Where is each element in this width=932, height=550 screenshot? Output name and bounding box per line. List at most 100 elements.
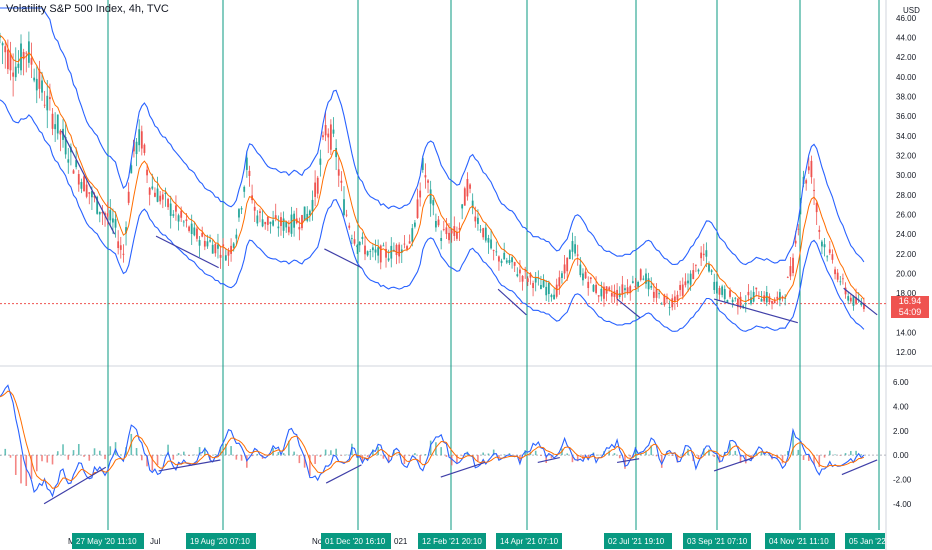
histogram-bar bbox=[629, 455, 632, 457]
candle-body bbox=[723, 289, 726, 300]
oscillator-trendline bbox=[325, 464, 362, 484]
candle-body bbox=[130, 165, 133, 174]
oscillator-trendline bbox=[841, 459, 878, 476]
candle-body bbox=[492, 250, 495, 251]
histogram-bar bbox=[855, 450, 857, 456]
candle-body bbox=[760, 298, 763, 302]
histogram-bar bbox=[88, 455, 91, 461]
candle-body bbox=[482, 228, 485, 238]
candle-body bbox=[547, 282, 550, 295]
candle-body bbox=[224, 255, 227, 261]
date-tag bbox=[683, 533, 751, 549]
histogram-bar bbox=[288, 440, 290, 456]
candle-body bbox=[839, 281, 842, 283]
candle-body bbox=[432, 200, 435, 206]
histogram-bar bbox=[860, 454, 863, 456]
candle-body bbox=[0, 35, 1, 38]
candle-body bbox=[852, 295, 855, 306]
candle-body bbox=[831, 254, 834, 260]
price-tick-label: 34.00 bbox=[896, 132, 917, 141]
candle-body bbox=[705, 250, 708, 257]
candle-body bbox=[498, 256, 500, 262]
candle-body bbox=[308, 210, 311, 216]
candle-body bbox=[568, 250, 571, 260]
candle-body bbox=[810, 160, 813, 178]
candle-body bbox=[813, 189, 815, 192]
histogram-bar bbox=[177, 453, 180, 456]
histogram-bar bbox=[708, 449, 710, 456]
candle-body bbox=[35, 78, 38, 91]
price-tick-label: 46.00 bbox=[896, 14, 917, 23]
histogram-bar bbox=[697, 455, 700, 459]
candle-body bbox=[815, 202, 818, 213]
histogram-bar bbox=[372, 449, 374, 456]
histogram-bar bbox=[482, 452, 484, 456]
histogram-bar bbox=[119, 454, 122, 456]
candle-body bbox=[639, 269, 642, 280]
candle-body bbox=[618, 293, 621, 297]
histogram-bar bbox=[62, 444, 64, 456]
candle-body bbox=[127, 191, 130, 203]
histogram-bar bbox=[650, 445, 653, 456]
candle-body bbox=[6, 49, 9, 70]
lower-band-line bbox=[0, 99, 865, 332]
histogram-bar bbox=[508, 453, 511, 456]
candle-body bbox=[469, 184, 471, 189]
candle-body bbox=[322, 135, 324, 138]
candle-body bbox=[54, 124, 57, 130]
candle-body bbox=[390, 245, 393, 259]
candle-body bbox=[505, 260, 508, 263]
candle-body bbox=[350, 238, 353, 239]
candle-body bbox=[414, 222, 416, 227]
last-price-value: 16.94 bbox=[898, 296, 922, 306]
histogram-bar bbox=[324, 449, 327, 456]
candle-body bbox=[91, 190, 93, 198]
histogram-bar bbox=[445, 455, 448, 457]
candle-body bbox=[88, 192, 91, 194]
histogram-bar bbox=[498, 455, 500, 458]
histogram-bar bbox=[309, 455, 311, 476]
candle-body bbox=[33, 77, 36, 81]
candle-body bbox=[579, 264, 582, 276]
candle-body bbox=[419, 190, 422, 198]
candle-body bbox=[293, 213, 296, 228]
candle-body bbox=[603, 286, 605, 299]
candle-body bbox=[435, 220, 437, 228]
histogram-bar bbox=[340, 455, 343, 456]
histogram-bar bbox=[818, 455, 821, 468]
price-tick-label: 18.00 bbox=[896, 289, 917, 298]
candle-body bbox=[736, 298, 739, 308]
candle-body bbox=[429, 189, 432, 204]
candle-body bbox=[1, 43, 4, 46]
candle-body bbox=[508, 260, 511, 264]
histogram-bar bbox=[513, 455, 516, 456]
candle-body bbox=[461, 204, 464, 209]
candle-body bbox=[794, 240, 797, 244]
histogram-bar bbox=[797, 449, 800, 456]
histogram-bar bbox=[660, 455, 663, 468]
histogram-bar bbox=[198, 447, 201, 456]
histogram-bar bbox=[204, 447, 206, 456]
candle-body bbox=[314, 182, 317, 197]
candle-body bbox=[369, 251, 372, 252]
candle-body bbox=[4, 46, 7, 53]
candle-body bbox=[274, 215, 277, 219]
candle-body bbox=[203, 240, 206, 247]
candle-body bbox=[361, 236, 364, 239]
histogram-bar bbox=[587, 455, 590, 458]
candle-body bbox=[755, 287, 758, 290]
histogram-bar bbox=[209, 455, 211, 460]
candle-body bbox=[22, 52, 25, 60]
price-tick-label: 28.00 bbox=[896, 191, 917, 200]
candle-body bbox=[708, 263, 710, 272]
histogram-bar bbox=[130, 433, 133, 456]
date-tag bbox=[418, 533, 486, 549]
candle-body bbox=[734, 297, 737, 299]
candle-body bbox=[789, 266, 792, 277]
histogram-bar bbox=[829, 450, 831, 456]
candle-body bbox=[487, 238, 490, 243]
histogram-bar bbox=[146, 455, 148, 467]
candle-body bbox=[758, 298, 760, 299]
date-tag bbox=[845, 533, 885, 549]
candle-body bbox=[776, 296, 779, 299]
